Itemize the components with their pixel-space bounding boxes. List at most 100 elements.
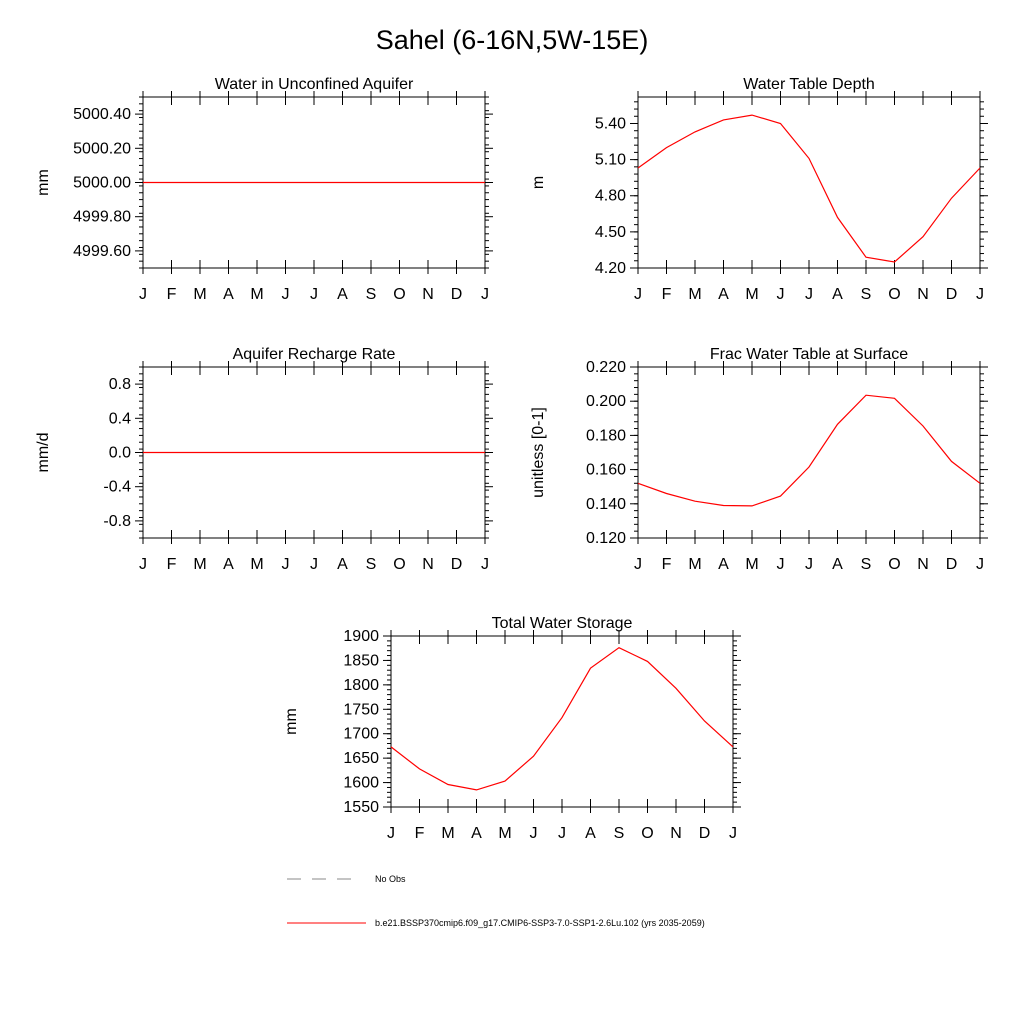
y-tick-label: 1900 [343, 628, 379, 645]
y-tick-label: -0.4 [103, 479, 131, 496]
legend-label-model: b.e21.BSSP370cmip6.f09_g17.CMIP6-SSP3-7.… [375, 918, 705, 928]
panel-title: Aquifer Recharge Rate [233, 346, 396, 363]
x-tick-label: D [946, 556, 958, 573]
x-tick-label: A [337, 286, 348, 303]
x-tick-label: F [167, 286, 177, 303]
y-tick-label: 0.120 [586, 530, 626, 547]
y-tick-label: 0.140 [586, 496, 626, 513]
x-tick-label: S [366, 286, 377, 303]
x-tick-label: N [422, 286, 434, 303]
x-tick-label: J [777, 556, 785, 573]
x-tick-label: O [888, 286, 900, 303]
x-tick-label: J [481, 556, 489, 573]
x-tick-label: M [688, 286, 701, 303]
x-tick-label: A [718, 286, 729, 303]
y-tick-label: 0.220 [586, 359, 626, 376]
x-tick-label: S [861, 286, 872, 303]
x-tick-label: J [139, 286, 147, 303]
legend-label-no-obs: No Obs [375, 874, 406, 884]
y-tick-label: 5000.20 [73, 140, 131, 157]
y-tick-label: 1550 [343, 799, 379, 816]
panel-title: Water in Unconfined Aquifer [215, 76, 414, 93]
x-tick-label: S [614, 825, 625, 842]
y-axis-label: unitless [0-1] [530, 407, 547, 498]
x-tick-label: M [250, 556, 263, 573]
x-tick-label: M [688, 556, 701, 573]
x-tick-label: J [805, 286, 813, 303]
x-tick-label: F [167, 556, 177, 573]
y-tick-label: 0.200 [586, 393, 626, 410]
x-tick-label: J [282, 286, 290, 303]
figure-title: Sahel (6-16N,5W-15E) [376, 25, 649, 55]
y-tick-label: 1750 [343, 701, 379, 718]
x-tick-label: J [976, 556, 984, 573]
x-tick-label: J [976, 286, 984, 303]
x-tick-label: A [832, 286, 843, 303]
x-tick-label: O [641, 825, 653, 842]
y-tick-label: 0.8 [109, 376, 131, 393]
x-tick-label: J [634, 556, 642, 573]
x-tick-label: M [250, 286, 263, 303]
x-tick-label: S [366, 556, 377, 573]
y-tick-label: 5.10 [595, 152, 626, 169]
y-axis-label: m [530, 176, 547, 189]
x-tick-label: J [634, 286, 642, 303]
x-tick-label: M [745, 556, 758, 573]
y-tick-label: 1850 [343, 652, 379, 669]
x-tick-label: J [558, 825, 566, 842]
x-tick-label: A [832, 556, 843, 573]
x-tick-label: F [662, 286, 672, 303]
y-tick-label: 5.40 [595, 115, 626, 132]
x-tick-label: S [861, 556, 872, 573]
x-tick-label: A [718, 556, 729, 573]
y-tick-label: 1800 [343, 677, 379, 694]
x-tick-label: M [193, 556, 206, 573]
panel-title: Water Table Depth [743, 76, 875, 93]
x-tick-label: F [415, 825, 425, 842]
x-tick-label: J [387, 825, 395, 842]
x-tick-label: J [530, 825, 538, 842]
x-tick-label: A [585, 825, 596, 842]
y-tick-label: 5000.40 [73, 106, 131, 123]
x-tick-label: O [888, 556, 900, 573]
x-tick-label: A [223, 556, 234, 573]
x-tick-label: A [223, 286, 234, 303]
x-tick-label: J [310, 556, 318, 573]
x-tick-label: M [441, 825, 454, 842]
x-tick-label: A [337, 556, 348, 573]
panel-title: Frac Water Table at Surface [710, 346, 908, 363]
x-tick-label: A [471, 825, 482, 842]
x-tick-label: J [310, 286, 318, 303]
y-tick-label: 5000.00 [73, 175, 131, 192]
y-tick-label: 4.20 [595, 260, 626, 277]
x-tick-label: J [777, 286, 785, 303]
x-tick-label: J [729, 825, 737, 842]
x-tick-label: N [670, 825, 682, 842]
series-line-0 [637, 114, 981, 263]
y-tick-label: 0.180 [586, 427, 626, 444]
y-tick-label: -0.8 [103, 513, 131, 530]
y-tick-label: 0.160 [586, 462, 626, 479]
y-tick-label: 1700 [343, 726, 379, 743]
panel-title: Total Water Storage [492, 615, 633, 632]
plot-frame [637, 366, 981, 539]
x-tick-label: D [451, 556, 463, 573]
x-tick-label: D [451, 286, 463, 303]
x-tick-label: J [481, 286, 489, 303]
x-tick-label: O [393, 286, 405, 303]
x-tick-label: N [422, 556, 434, 573]
x-tick-label: M [745, 286, 758, 303]
y-tick-label: 0.4 [109, 410, 131, 427]
legend: No Obs b.e21.BSSP370cmip6.f09_g17.CMIP6-… [287, 874, 705, 928]
x-tick-label: D [946, 286, 958, 303]
y-tick-label: 4.80 [595, 188, 626, 205]
y-tick-label: 1650 [343, 750, 379, 767]
series-line-0 [390, 647, 734, 791]
x-tick-label: D [699, 825, 711, 842]
